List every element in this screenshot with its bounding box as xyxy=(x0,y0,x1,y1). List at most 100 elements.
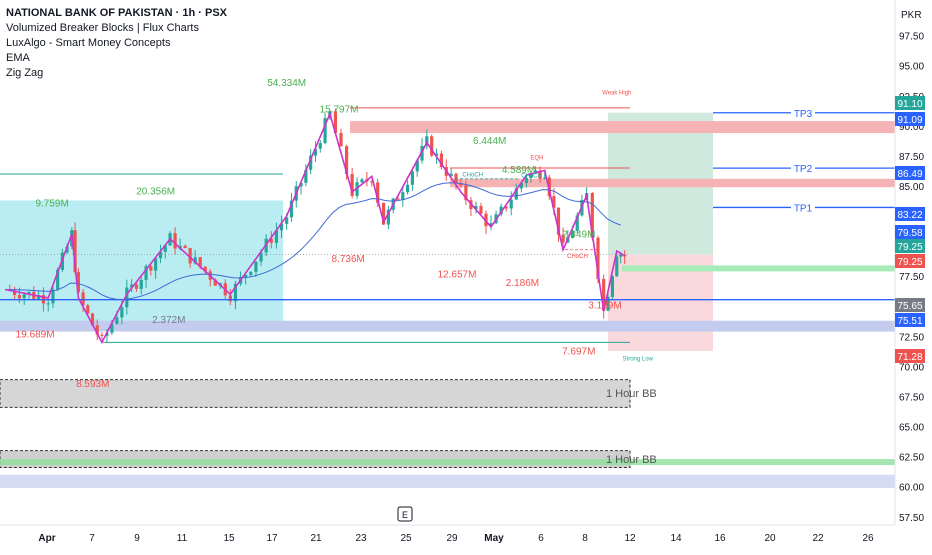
volume-label: 3.189M xyxy=(588,301,621,312)
price-badge xyxy=(895,313,925,327)
price-tick: 65.00 xyxy=(899,423,924,434)
breaker-block-1 xyxy=(0,379,631,408)
time-tick: 25 xyxy=(400,533,412,544)
price-badge xyxy=(895,96,925,110)
candle-body xyxy=(183,245,187,248)
volume-label: 2.372M xyxy=(152,315,185,326)
candle-body xyxy=(285,217,289,224)
candle-body xyxy=(519,183,523,189)
candle-body xyxy=(22,294,26,299)
candle-body xyxy=(410,171,415,185)
price-badge-text: 83.22 xyxy=(897,210,922,221)
time-tick: 8 xyxy=(582,533,588,544)
ema-line xyxy=(4,182,621,301)
volume-label: 15.797M xyxy=(320,105,359,116)
price-badge xyxy=(895,112,925,126)
earnings-marker-label: E xyxy=(402,510,408,520)
candle-body xyxy=(144,266,148,280)
indicator-smart-money-concepts[interactable]: LuxAlgo - Smart Money Concepts xyxy=(6,37,171,49)
candle-body xyxy=(610,276,615,297)
time-tick: 7 xyxy=(89,533,95,544)
candle-body xyxy=(173,233,177,249)
currency-label: PKR xyxy=(901,10,922,21)
candle-body xyxy=(56,269,60,290)
candle-body xyxy=(459,183,463,186)
volume-label: 54.334M xyxy=(267,78,306,89)
candle-body xyxy=(401,192,405,200)
candle-body xyxy=(479,205,483,214)
price-tick: 85.00 xyxy=(899,182,924,193)
breaker-block-label: 1 Hour BB xyxy=(606,388,657,400)
time-tick: 22 xyxy=(812,533,824,544)
candle-body xyxy=(158,251,163,259)
candle-body xyxy=(17,295,22,299)
time-tick: 6 xyxy=(538,533,544,544)
time-tick: 12 xyxy=(624,533,636,544)
candle-body xyxy=(203,266,207,272)
indicator-zig-zag[interactable]: Zig Zag xyxy=(6,67,44,79)
price-tick: 60.00 xyxy=(899,483,924,494)
structure-label: EQH xyxy=(530,156,543,162)
candle-body xyxy=(619,254,623,257)
candle-body xyxy=(154,258,158,271)
time-tick: May xyxy=(484,533,504,544)
time-tick: 26 xyxy=(862,533,874,544)
time-tick: 14 xyxy=(670,533,682,544)
candle-body xyxy=(514,188,518,200)
candle-body xyxy=(110,323,114,333)
candle-body xyxy=(434,153,439,156)
candle-body xyxy=(615,256,619,277)
candle-body xyxy=(489,223,493,227)
price-tick: 72.50 xyxy=(899,332,924,343)
candle-body xyxy=(86,305,90,314)
candle-body xyxy=(406,184,410,193)
candle-body xyxy=(90,313,95,326)
candle-body xyxy=(269,238,273,243)
candle-body xyxy=(163,245,167,252)
price-badge-text: 75.65 xyxy=(897,301,922,312)
candle-body xyxy=(602,279,606,311)
candle-body xyxy=(425,136,429,146)
volume-label: 20.356M xyxy=(136,186,175,197)
time-tick: 17 xyxy=(266,533,278,544)
structure-label: Weak High xyxy=(602,91,631,97)
candle-body xyxy=(254,261,258,272)
candle-body xyxy=(309,155,313,170)
tp-label: TP3 xyxy=(794,109,813,120)
time-tick: 20 xyxy=(764,533,776,544)
tp-label: TP1 xyxy=(794,203,813,214)
candle-body xyxy=(376,182,380,203)
candle-body xyxy=(27,291,31,295)
candle-body xyxy=(524,177,528,184)
price-badge xyxy=(895,239,925,253)
candle-body xyxy=(188,247,192,264)
chart-title: NATIONAL BANK OF PAKISTAN · 1h · PSX xyxy=(6,7,228,19)
price-badge-text: 79.58 xyxy=(897,228,922,239)
candle-body xyxy=(37,295,41,299)
order-block-zone xyxy=(0,200,283,324)
candle-body xyxy=(193,257,197,264)
candle-body xyxy=(420,145,424,161)
candle-body xyxy=(538,170,542,179)
price-tick: 67.50 xyxy=(899,393,924,404)
volume-label: 6.444M xyxy=(473,136,506,147)
price-badge-text: 91.10 xyxy=(897,99,922,110)
price-badge xyxy=(895,207,925,221)
indicator-volumized-breaker-blocks[interactable]: Volumized Breaker Blocks | Flux Charts xyxy=(6,22,199,34)
indicator-ema[interactable]: EMA xyxy=(6,52,30,64)
price-badge xyxy=(895,166,925,180)
candle-body xyxy=(596,237,600,280)
candle-body xyxy=(590,193,594,238)
candle-body xyxy=(323,118,327,144)
candle-body xyxy=(228,295,232,302)
candle-body xyxy=(304,169,308,183)
earnings-marker[interactable] xyxy=(397,506,413,522)
candle-body xyxy=(134,284,139,289)
price-badge xyxy=(895,349,925,363)
price-tick: 87.50 xyxy=(899,152,924,163)
candle-body xyxy=(95,325,99,335)
volume-label: 4.589M xyxy=(502,165,535,176)
time-tick: 11 xyxy=(177,533,188,544)
candle-body xyxy=(344,146,349,175)
